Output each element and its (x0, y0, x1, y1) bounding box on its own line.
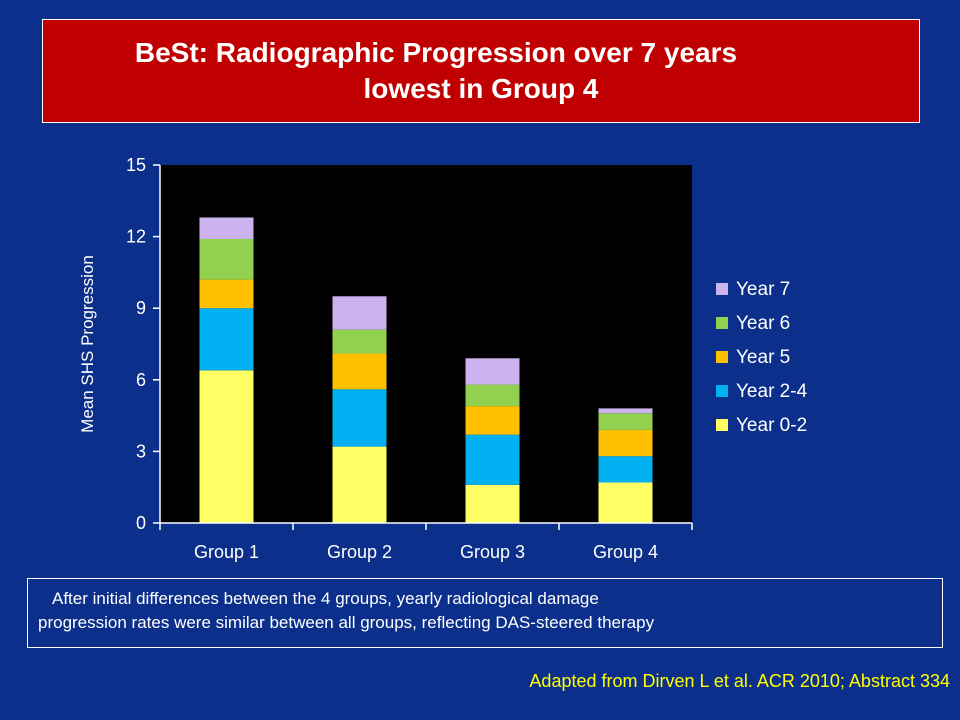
legend-swatch (716, 283, 728, 295)
bar-segment-2-year-0-2 (332, 446, 387, 523)
x-ticks-group: Group 1 Group 2 Group 3 Group 4 (159, 523, 693, 562)
bar-segment-4-year-5 (598, 429, 653, 457)
y-tick-label: 12 (126, 227, 146, 247)
legend-swatch (716, 385, 728, 397)
legend: Year 7 Year 6 Year 5 Year 2-4 Year 0-2 (716, 279, 808, 436)
y-tick-label: 3 (136, 441, 146, 461)
legend-label: Year 6 (736, 313, 790, 334)
y-tick-label: 0 (136, 513, 146, 533)
x-tick-label: Group 1 (194, 542, 259, 562)
note-line-1: After initial differences between the 4 … (52, 589, 599, 608)
legend-label: Year 5 (736, 347, 790, 368)
stacked-bar-chart: 0 3 6 9 12 15 Group 1 Group 2 Group 3 Group 4 Me… (78, 155, 808, 562)
bar-segment-4-year-7 (598, 408, 653, 414)
legend-swatch (716, 317, 728, 329)
y-tick-label: 15 (126, 155, 146, 175)
note-box: After initial differences between the 4 … (27, 578, 943, 648)
bar-segment-4-year-6 (598, 413, 653, 430)
x-tick-label: Group 3 (460, 542, 525, 562)
x-tick-label: Group 4 (593, 542, 658, 562)
y-ticks-group: 0 3 6 9 12 15 (126, 155, 160, 533)
bar-segment-1-year-6 (199, 239, 254, 280)
title-line-1: BeSt: Radiographic Progression over 7 ye… (134, 37, 738, 68)
y-tick-label: 9 (136, 298, 146, 318)
bar-segment-3-year-2-4 (465, 434, 520, 485)
citation: Adapted from Dirven L et al. ACR 2010; A… (529, 671, 950, 691)
bar-segment-4-year-0-2 (598, 482, 653, 523)
legend-label: Year 2-4 (736, 381, 808, 402)
legend-label: Year 0-2 (736, 415, 807, 436)
y-axis-label: Mean SHS Progression (78, 255, 97, 433)
legend-swatch (716, 351, 728, 363)
legend-label: Year 7 (736, 279, 790, 300)
bar-segment-3-year-5 (465, 406, 520, 435)
bar-segment-1-year-5 (199, 279, 254, 309)
bar-segment-2-year-7 (332, 296, 387, 330)
bar-segment-3-year-6 (465, 384, 520, 407)
bars-group (199, 217, 653, 523)
bar-segment-3-year-0-2 (465, 484, 520, 523)
legend-swatch (716, 419, 728, 431)
title-box: BeSt: Radiographic Progression over 7 ye… (42, 19, 920, 123)
bar-segment-2-year-5 (332, 353, 387, 390)
bar-segment-3-year-7 (465, 358, 520, 385)
bar-segment-4-year-2-4 (598, 456, 653, 483)
title-line-2: lowest in Group 4 (363, 73, 599, 104)
bar-segment-1-year-2-4 (199, 308, 254, 371)
bar-segment-1-year-7 (199, 217, 254, 239)
note-line-2: progression rates were similar between a… (38, 613, 655, 632)
bar-segment-1-year-0-2 (199, 370, 254, 523)
y-tick-label: 6 (136, 370, 146, 390)
x-tick-label: Group 2 (327, 542, 392, 562)
bar-segment-2-year-2-4 (332, 389, 387, 447)
bar-segment-2-year-6 (332, 329, 387, 354)
